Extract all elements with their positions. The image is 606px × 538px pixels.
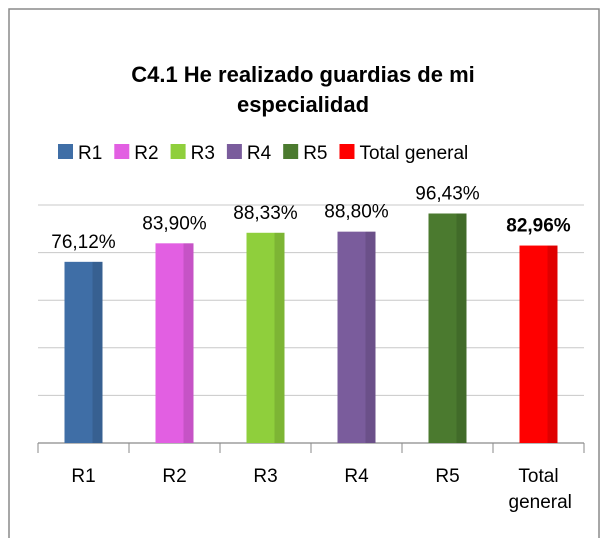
bar — [428, 213, 467, 443]
value-label: 88,80% — [324, 202, 389, 223]
legend-label: R4 — [247, 143, 272, 164]
x-tick-label: R4 — [344, 466, 369, 487]
bar — [337, 231, 376, 443]
legend-swatch — [339, 144, 355, 159]
bar-shade — [365, 231, 376, 443]
value-label: 83,90% — [142, 213, 207, 234]
x-tick-label: Total general — [508, 466, 572, 513]
x-tick-label: R2 — [162, 466, 187, 487]
bar-shade — [547, 245, 558, 443]
legend-swatch — [283, 144, 299, 159]
value-label: 96,43% — [415, 183, 480, 204]
value-label: 82,96% — [506, 216, 571, 237]
value-label: 76,12% — [51, 232, 116, 253]
bar-shade — [456, 213, 467, 443]
bar — [246, 232, 285, 443]
legend-swatch — [170, 144, 186, 159]
bar-shade — [92, 261, 103, 443]
legend-swatch — [226, 144, 242, 159]
legend-label: R2 — [134, 143, 158, 164]
value-label: 88,33% — [233, 203, 298, 224]
bar — [519, 245, 558, 443]
bar — [155, 243, 194, 443]
legend-label: R1 — [78, 143, 102, 164]
bar-shade — [183, 243, 194, 443]
legend-label: Total general — [359, 143, 468, 164]
legend-swatch — [114, 144, 130, 159]
legend-label: R3 — [191, 143, 215, 164]
x-tick-label: R3 — [253, 466, 278, 487]
bar-shade — [274, 232, 285, 443]
legend-swatch — [58, 144, 73, 159]
chart-frame — [8, 8, 600, 538]
chart-title: C4.1 He realizado guardias de mi especia… — [131, 62, 475, 117]
legend-label: R5 — [303, 143, 327, 164]
x-tick-label: R5 — [435, 466, 460, 487]
x-tick-label: R1 — [71, 466, 96, 487]
bar — [64, 261, 103, 443]
